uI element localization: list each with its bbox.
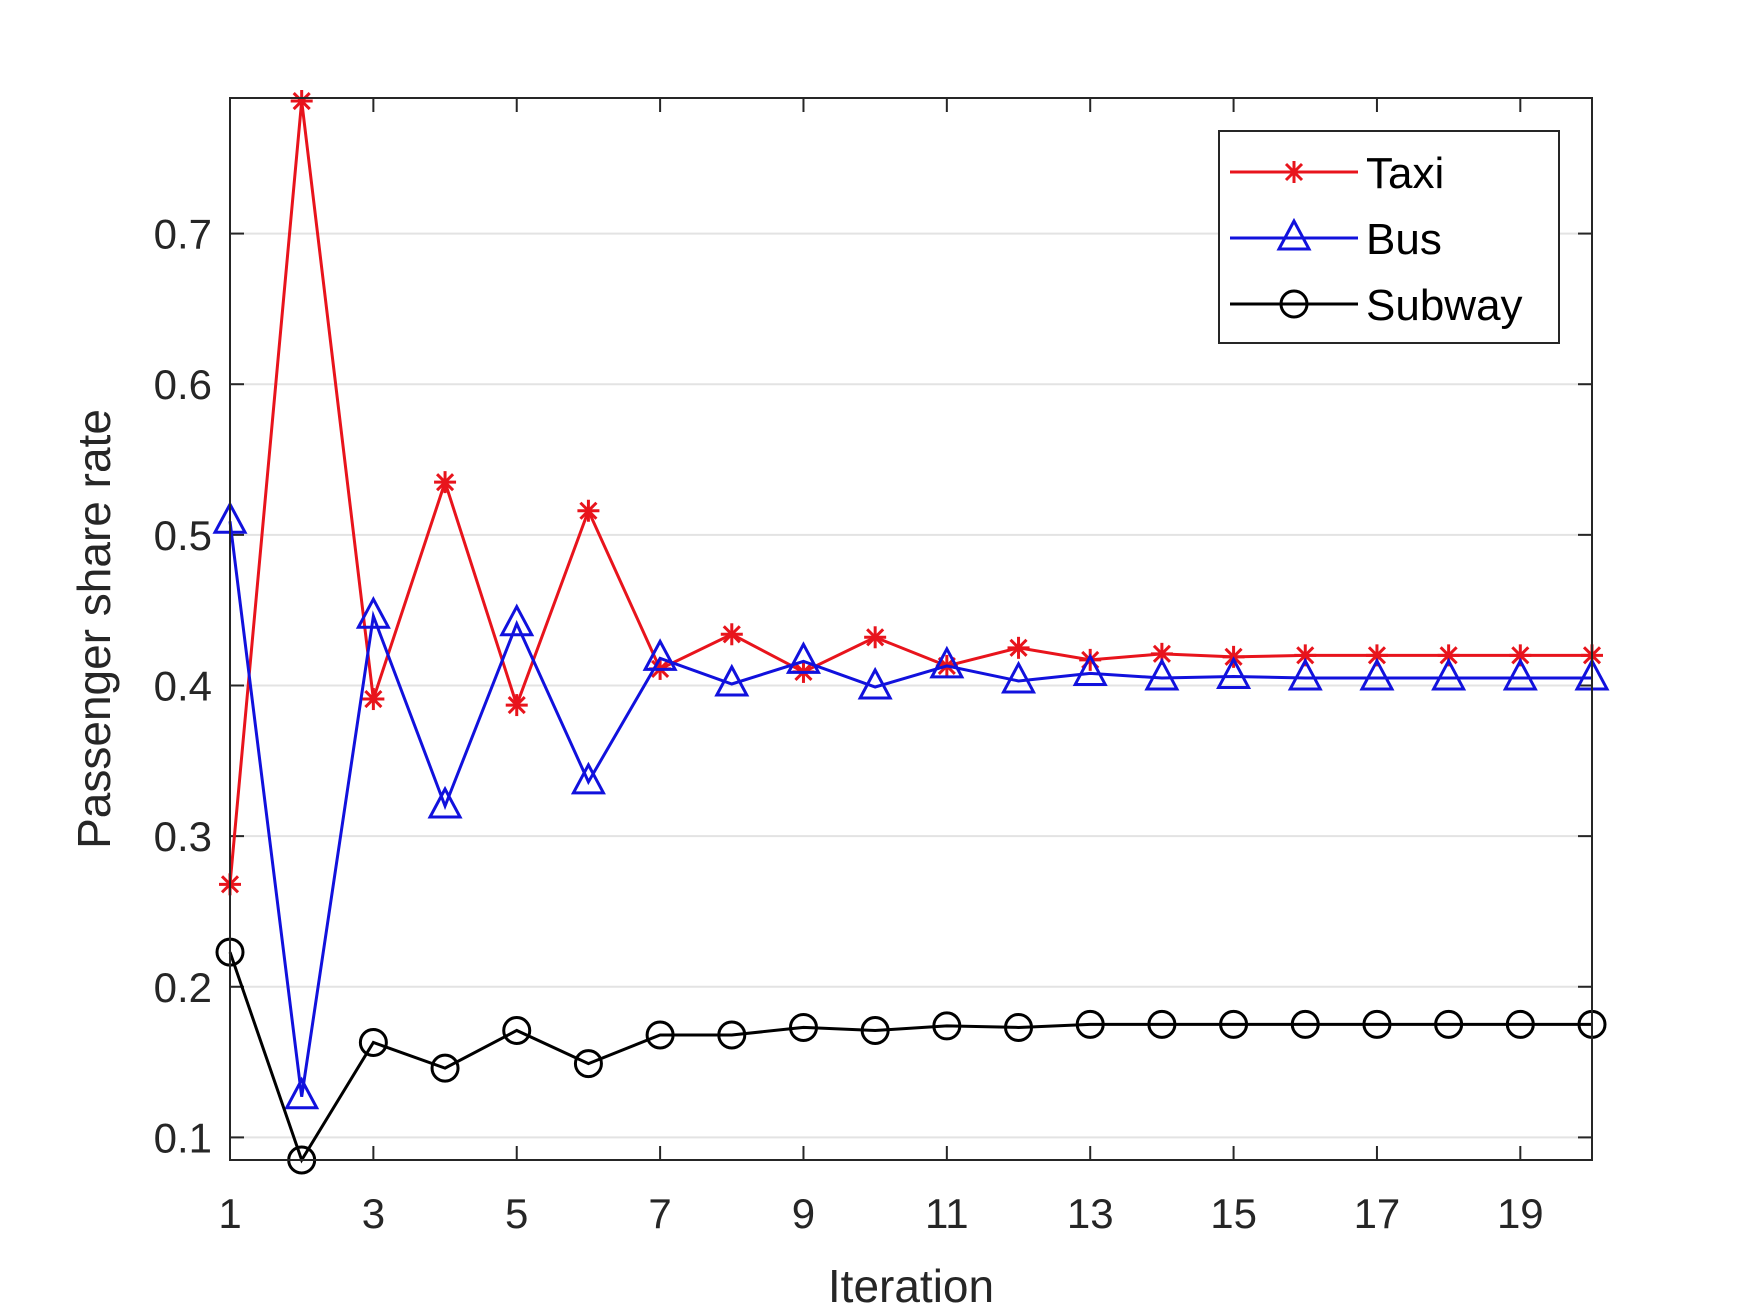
- legend-label: Taxi: [1366, 149, 1444, 198]
- data-point: [573, 1049, 603, 1079]
- data-point: [645, 1020, 675, 1050]
- data-point: [1144, 657, 1180, 691]
- data-point: [929, 645, 965, 679]
- x-tick-label: 15: [1210, 1190, 1257, 1237]
- data-point: [720, 623, 743, 646]
- y-tick-label: 0.1: [154, 1114, 212, 1161]
- y-axis-title: Passenger share rate: [68, 409, 120, 849]
- x-tick-label: 11: [925, 1190, 969, 1237]
- x-tick-label: 7: [648, 1190, 671, 1237]
- y-tick-label: 0.5: [154, 512, 212, 559]
- data-point: [1290, 1009, 1320, 1039]
- data-point: [1219, 1009, 1249, 1039]
- legend-item-bus: Bus: [1230, 215, 1442, 264]
- data-point: [1147, 1009, 1177, 1039]
- y-tick-labels: 0.1 0.2 0.3 0.4 0.5 0.6 0.7: [154, 211, 212, 1162]
- data-point: [717, 1020, 747, 1050]
- data-point: [1079, 648, 1102, 671]
- data-point: [1279, 289, 1309, 319]
- data-point: [1072, 653, 1108, 686]
- series-line: [228, 521, 1592, 1097]
- data-point: [1505, 1009, 1535, 1039]
- x-tick-label: 5: [505, 1190, 528, 1237]
- data-point: [857, 666, 893, 700]
- data-point: [860, 1015, 890, 1045]
- data-point: [1216, 656, 1252, 689]
- data-point: [502, 1015, 532, 1045]
- data-point: [932, 1011, 962, 1041]
- data-point: [570, 761, 606, 795]
- data-point: [1007, 636, 1030, 659]
- x-tick-label: 19: [1497, 1190, 1544, 1237]
- x-tick-labels: 1 3 5 7 9 11 13 15 17 19: [218, 1190, 1543, 1237]
- data-point: [1004, 1012, 1034, 1042]
- data-point: [1075, 1009, 1105, 1039]
- series-bus: [212, 501, 1610, 1110]
- x-tick-label: 9: [792, 1190, 815, 1237]
- data-point: [1359, 657, 1395, 691]
- data-point: [1001, 660, 1037, 694]
- legend-label: Subway: [1366, 281, 1523, 330]
- data-point: [505, 694, 528, 717]
- legend-item-subway: Subway: [1230, 281, 1523, 330]
- x-axis-title: Iteration: [828, 1260, 994, 1312]
- data-point: [1362, 1009, 1392, 1039]
- y-tick-label: 0.3: [154, 813, 212, 860]
- y-tick-label: 0.6: [154, 361, 212, 408]
- x-tick-label: 3: [362, 1190, 385, 1237]
- legend-label: Bus: [1366, 215, 1442, 264]
- legend: Taxi Bus Subway: [1218, 130, 1560, 344]
- data-point: [1431, 657, 1467, 691]
- data-point: [714, 663, 750, 697]
- series-line: [228, 100, 1592, 885]
- x-tick-label: 13: [1067, 1190, 1114, 1237]
- data-point: [427, 785, 463, 819]
- legend-item-taxi: Taxi: [1230, 149, 1444, 198]
- data-point: [788, 1012, 818, 1042]
- data-point: [499, 603, 535, 637]
- plot-frame: [229, 97, 1593, 1161]
- y-tick-label: 0.4: [154, 662, 212, 709]
- data-point: [864, 626, 887, 649]
- y-tick-label: 0.2: [154, 964, 212, 1011]
- x-tick-label: 1: [218, 1190, 241, 1237]
- series-taxi: [219, 90, 1603, 896]
- data-point: [1287, 657, 1323, 691]
- data-point: [1283, 161, 1305, 183]
- data-point: [284, 1076, 320, 1110]
- x-tick-label: 17: [1354, 1190, 1401, 1237]
- data-point: [1276, 217, 1312, 251]
- data-point: [355, 596, 391, 629]
- data-point: [358, 1028, 388, 1058]
- data-point: [362, 688, 385, 711]
- data-point: [785, 641, 821, 674]
- data-point: [642, 638, 678, 671]
- data-point: [290, 90, 313, 113]
- data-point: [1434, 1009, 1464, 1039]
- data-point: [430, 1053, 460, 1083]
- y-tick-label: 0.7: [154, 211, 212, 258]
- data-point: [434, 471, 457, 494]
- data-point: [577, 499, 600, 522]
- data-point: [1502, 657, 1538, 691]
